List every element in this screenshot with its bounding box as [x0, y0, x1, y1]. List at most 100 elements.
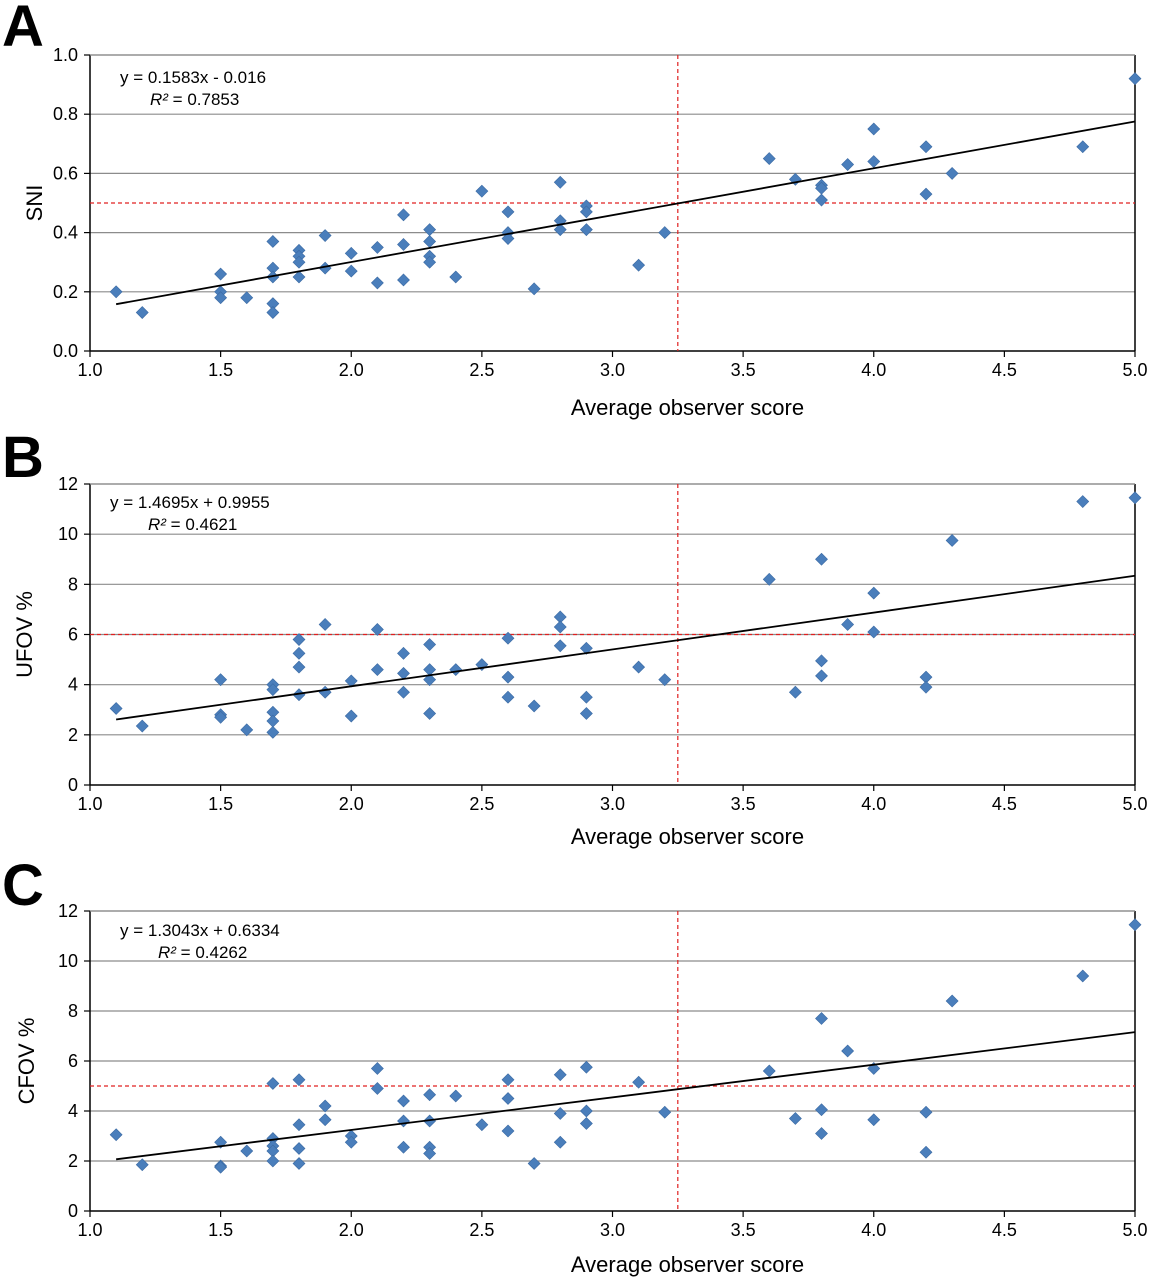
data-point	[370, 240, 384, 254]
x-tick-label: 3.0	[600, 360, 625, 380]
data-point	[815, 1103, 828, 1117]
data-point	[475, 184, 489, 198]
data-point	[867, 586, 881, 600]
data-point	[553, 1068, 567, 1082]
data-point	[397, 1140, 410, 1154]
data-point	[318, 685, 332, 699]
data-point	[501, 232, 515, 245]
regression-equation: y = 1.4695x + 0.9955	[110, 493, 270, 512]
r-squared-symbol: R²	[150, 90, 169, 109]
data-point	[579, 690, 593, 704]
x-tick-label: 5.0	[1122, 794, 1147, 814]
data-point	[579, 1117, 593, 1130]
data-point	[292, 1157, 306, 1170]
x-tick-label: 3.0	[600, 1220, 625, 1240]
data-point	[240, 1144, 254, 1158]
y-axis-title: CFOV %	[14, 1018, 39, 1105]
data-point	[370, 623, 384, 636]
y-tick-label: 2	[68, 725, 78, 745]
y-tick-label: 6	[68, 625, 78, 645]
data-point	[579, 707, 593, 720]
data-point	[579, 223, 593, 237]
data-point	[344, 709, 358, 723]
y-tick-label: 4	[68, 1101, 78, 1121]
x-tick-label: 2.5	[469, 360, 494, 380]
data-point	[553, 1107, 567, 1120]
trendline	[115, 120, 1136, 306]
chart-panel-c: C 0 2 4 6 8 10 12 1.0 1.5 2.0 2.5 3.0 3.5 4.0 4.5 5.0 y =…	[2, 853, 1148, 1277]
x-tick-label: 2.0	[339, 1220, 364, 1240]
data-point	[423, 255, 437, 269]
x-tick-label: 3.5	[731, 794, 756, 814]
data-point	[579, 1104, 593, 1118]
data-point	[292, 660, 306, 674]
data-point	[632, 660, 646, 674]
r-squared-label: R² = 0.7853	[150, 90, 239, 109]
data-point	[449, 1089, 463, 1103]
data-point	[501, 205, 515, 219]
data-point	[449, 270, 463, 284]
data-point	[266, 1154, 280, 1168]
r-squared-value: = 0.7853	[168, 90, 239, 109]
x-tick-label: 4.5	[992, 360, 1017, 380]
y-tick-label: 6	[68, 1051, 78, 1071]
data-point	[553, 175, 567, 189]
x-tick-label: 2.0	[339, 794, 364, 814]
data-point	[945, 994, 959, 1008]
x-axis-title: Average observer score	[571, 824, 804, 849]
y-tick-label: 8	[68, 1001, 78, 1021]
panel-letter-a: A	[2, 0, 44, 59]
data-point	[632, 1075, 646, 1089]
panel-letter-b: B	[2, 425, 44, 490]
data-point	[266, 725, 280, 739]
data-point	[397, 1114, 410, 1128]
data-point	[423, 673, 437, 687]
x-tick-label: 5.0	[1122, 360, 1147, 380]
data-point	[919, 1145, 933, 1159]
data-point	[266, 683, 280, 697]
regression-equation: y = 0.1583x - 0.016	[120, 68, 266, 87]
data-point	[292, 1118, 306, 1132]
data-point	[370, 276, 384, 290]
y-tick-label: 0	[68, 775, 78, 795]
r-squared-symbol: R²	[158, 943, 177, 962]
data-point	[501, 1124, 515, 1138]
x-tick-label: 1.5	[208, 1220, 233, 1240]
data-point	[109, 702, 123, 715]
data-point	[553, 223, 567, 237]
data-point	[579, 641, 593, 655]
data-point	[214, 673, 228, 687]
y-tick-label: 10	[58, 951, 78, 971]
data-point	[1128, 918, 1142, 932]
x-tick-label: 1.0	[77, 360, 102, 380]
data-point	[919, 187, 933, 201]
data-point	[397, 646, 410, 660]
x-tick-label: 1.5	[208, 360, 233, 380]
data-point	[762, 152, 776, 166]
data-point	[553, 1135, 567, 1149]
data-point	[788, 1112, 802, 1125]
data-point	[867, 1113, 881, 1127]
data-point	[1128, 491, 1142, 505]
x-tick-label: 4.0	[861, 794, 886, 814]
x-tick-label: 3.5	[731, 360, 756, 380]
chart-panel-a: A 0.0 0.2 0.4 0.6 0.8 1.0 1.0 1.5 2.0 2.5 3.0 3.5 4.0…	[2, 0, 1148, 420]
x-tick-label: 2.5	[469, 794, 494, 814]
data-point	[841, 1044, 855, 1058]
data-point	[423, 707, 437, 720]
data-point	[318, 618, 332, 631]
data-point	[1076, 140, 1090, 154]
data-point	[292, 633, 306, 646]
data-point	[397, 685, 410, 699]
r-squared-symbol: R²	[148, 515, 167, 534]
data-point	[397, 238, 410, 251]
y-tick-label: 0.0	[53, 341, 78, 361]
data-point	[109, 285, 123, 299]
data-point	[841, 618, 855, 631]
data-point	[240, 291, 254, 305]
data-point	[815, 654, 828, 668]
x-axis-title: Average observer score	[571, 1252, 804, 1277]
data-point	[815, 552, 828, 566]
data-point	[867, 625, 881, 639]
